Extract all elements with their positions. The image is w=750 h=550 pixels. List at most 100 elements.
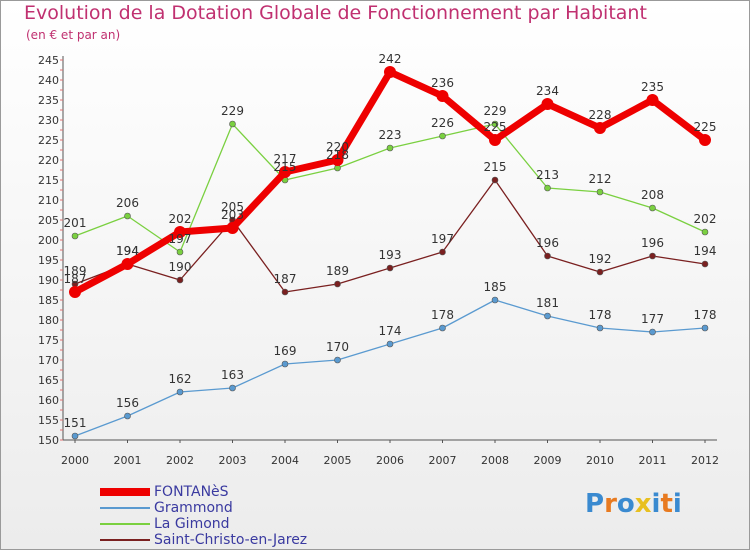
x-tick-label: 2005 [324,454,352,467]
logo-letter: t [660,489,673,519]
data-label: 194 [694,244,717,258]
data-point [596,188,604,196]
y-tick-label: 235 [38,94,59,107]
data-point [69,286,81,298]
data-label: 206 [116,196,139,210]
data-label: 156 [116,396,139,410]
data-label: 169 [274,344,297,358]
data-label: 203 [221,208,244,222]
data-point [701,228,709,236]
data-point [176,388,184,396]
data-label: 229 [484,104,507,118]
data-label: 202 [169,212,192,226]
data-label: 170 [326,340,349,354]
y-tick-label: 195 [38,254,59,267]
data-point [124,412,131,420]
legend-label: FONTANèS [154,484,229,500]
data-point [334,280,341,288]
y-tick-label: 170 [38,354,59,367]
data-label: 187 [64,272,87,286]
y-tick-label: 160 [38,394,59,407]
data-point [541,98,554,110]
y-tick-label: 205 [38,214,59,227]
data-label: 174 [379,324,402,338]
data-label: 235 [641,80,664,94]
data-label: 217 [274,152,297,166]
logo-letter: i [672,489,682,519]
data-label: 178 [431,308,454,322]
data-label: 192 [589,252,612,266]
data-label: 212 [589,172,612,186]
data-point [544,184,551,192]
data-point [489,134,501,146]
legend-swatch [100,539,150,541]
data-point [646,94,659,106]
y-tick-label: 245 [38,54,59,67]
data-point [436,90,449,102]
data-label: 223 [379,128,402,142]
data-label: 163 [221,368,244,382]
data-label: 177 [641,312,664,326]
data-point [71,232,79,240]
data-label: 213 [536,168,559,182]
y-tick-label: 190 [38,274,59,287]
data-label: 220 [326,140,349,154]
data-label: 201 [64,216,87,230]
data-point [594,122,606,134]
data-label: 234 [536,84,559,98]
data-label: 225 [694,120,717,134]
legend-swatch [100,507,150,509]
data-point [701,324,709,332]
y-tick-label: 220 [38,154,59,167]
data-label: 190 [169,260,192,274]
data-point [491,120,499,128]
data-point [176,248,184,256]
legend-label: Grammond [154,500,233,516]
data-label: 185 [484,280,507,294]
data-label: 215 [274,160,297,174]
data-point [649,328,656,336]
data-label: 197 [431,232,454,246]
data-point [281,360,289,368]
data-point [491,176,499,184]
data-label: 215 [484,160,507,174]
legend-label: La Gimond [154,516,230,532]
data-point [281,288,289,296]
x-tick-label: 2010 [586,454,614,467]
logo-letter: o [616,489,635,519]
x-tick-label: 2003 [219,454,247,467]
data-point [226,222,239,234]
data-label: 178 [589,308,612,322]
y-tick-label: 165 [38,374,59,387]
data-point [334,356,341,364]
x-tick-label: 2007 [429,454,457,467]
data-label: 229 [221,104,244,118]
data-point [439,248,446,256]
data-point [279,166,291,178]
y-tick-label: 150 [38,434,59,447]
legend-swatch [100,523,150,525]
data-point [439,132,446,140]
data-point [331,154,344,166]
y-tick-label: 200 [38,234,59,247]
logo-letter: i [651,489,661,519]
logo-letter: x [634,489,652,519]
data-label: 242 [379,52,402,66]
x-tick-label: 2002 [166,454,194,467]
data-label: 189 [326,264,349,278]
data-point [596,268,604,276]
data-point [121,258,134,270]
data-label: 236 [431,76,454,90]
legend-label: Saint-Christo-en-Jarez [154,532,308,548]
y-tick-label: 175 [38,334,59,347]
data-point [384,66,396,78]
chart-subtitle: (en € et par an) [26,28,121,42]
x-tick-label: 2011 [639,454,667,467]
data-point [176,276,184,284]
legend-swatch [100,488,150,496]
data-label: 178 [694,308,717,322]
x-tick-label: 2009 [534,454,562,467]
data-label: 193 [379,248,402,262]
data-label: 162 [169,372,192,386]
y-tick-label: 210 [38,194,59,207]
